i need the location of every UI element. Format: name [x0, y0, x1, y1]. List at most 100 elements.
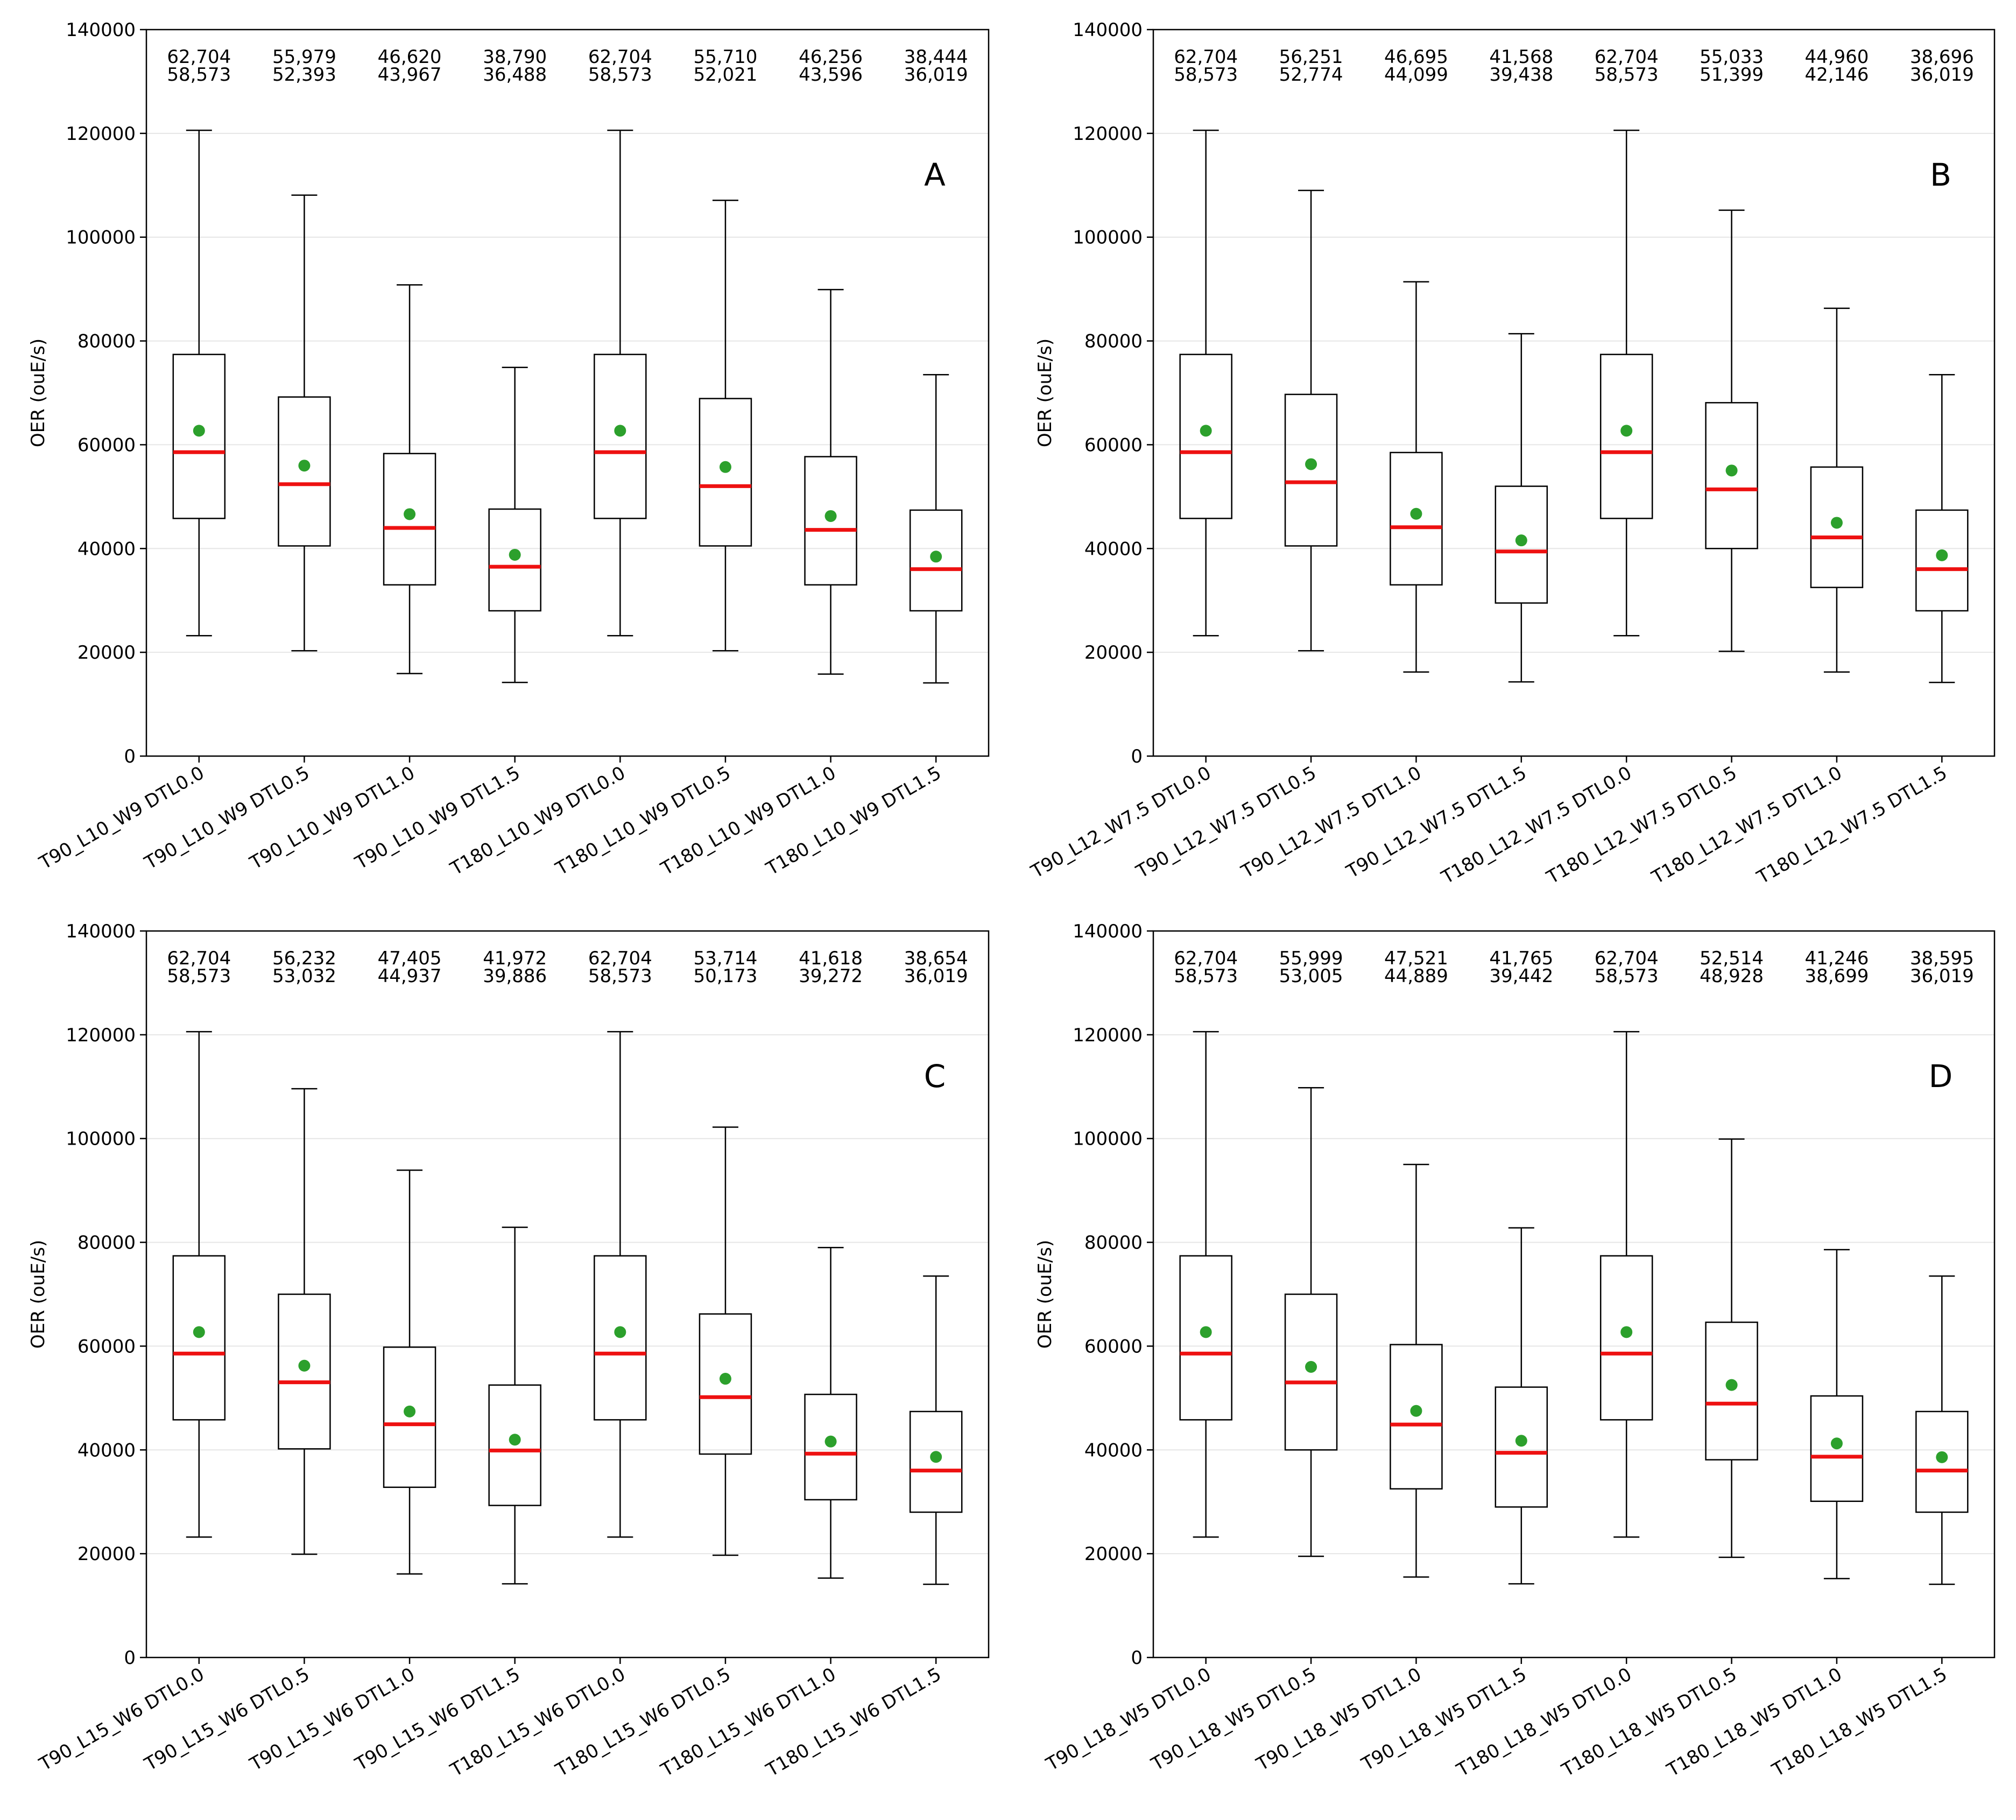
median-value-label: 39,438 — [1489, 64, 1553, 86]
box-iqr — [1915, 1410, 1969, 1513]
mean-value-label: 38,790 — [483, 46, 547, 68]
median-value-label: 36,019 — [904, 64, 968, 86]
y-tick-label: 80000 — [1084, 1232, 1143, 1254]
median-value-label: 58,573 — [1174, 965, 1238, 987]
median-value-label: 51,399 — [1700, 64, 1764, 86]
mean-marker — [930, 551, 942, 563]
box-iqr — [1810, 1395, 1864, 1502]
y-tick-label: 0 — [1131, 1647, 1143, 1669]
mean-marker — [509, 548, 521, 561]
y-tick-label: 140000 — [66, 921, 136, 942]
box-iqr — [1810, 466, 1864, 588]
box-iqr — [699, 398, 752, 547]
mean-value-label: 55,999 — [1279, 948, 1343, 969]
mean-value-label: 62,704 — [588, 46, 652, 68]
mean-value-label: 41,972 — [483, 948, 547, 969]
y-tick-label: 120000 — [66, 1025, 136, 1046]
y-tick-label: 20000 — [1084, 1543, 1143, 1565]
y-tick-label: 60000 — [1084, 434, 1143, 456]
mean-marker — [1200, 1326, 1212, 1338]
median-value-label: 58,573 — [167, 64, 231, 86]
box-plot — [1179, 129, 1232, 637]
median-value-label: 50,173 — [693, 965, 757, 987]
median-value-label: 44,937 — [378, 965, 442, 987]
mean-value-label: 46,256 — [799, 46, 863, 68]
median-value-label: 43,596 — [799, 64, 863, 86]
mean-value-label: 53,714 — [693, 948, 757, 969]
box-plot — [172, 129, 226, 637]
mean-marker — [1830, 1437, 1843, 1450]
mean-marker — [1515, 534, 1527, 547]
mean-value-label: 44,960 — [1804, 46, 1869, 68]
mean-value-label: 55,033 — [1700, 46, 1764, 68]
median-value-label: 39,442 — [1489, 965, 1553, 987]
panel-label: D — [1929, 1058, 1953, 1095]
box-plot — [1179, 1031, 1232, 1538]
box-iqr — [1284, 393, 1338, 547]
mean-marker — [1620, 425, 1633, 437]
box-plot — [909, 1275, 963, 1585]
mean-marker — [193, 425, 205, 437]
box-plot — [1599, 1031, 1653, 1538]
mean-value-label: 56,232 — [272, 948, 336, 969]
box-plot — [278, 1088, 331, 1555]
y-axis-label: OER (ouE/s) — [27, 1240, 49, 1349]
box-plot — [594, 129, 647, 637]
y-tick-label: 100000 — [66, 227, 136, 249]
mean-marker — [298, 460, 311, 472]
mean-value-label: 38,654 — [904, 948, 968, 969]
median-value-label: 44,099 — [1384, 64, 1448, 86]
box-iqr — [1705, 402, 1758, 549]
median-value-label: 36,019 — [1910, 64, 1974, 86]
mean-marker — [1305, 1361, 1317, 1373]
mean-value-label: 62,704 — [1595, 948, 1659, 969]
mean-value-label: 55,979 — [272, 46, 336, 68]
y-tick-label: 0 — [1131, 746, 1143, 767]
mean-marker — [824, 1435, 837, 1448]
axes-frame — [1152, 930, 1996, 1659]
median-value-label: 36,019 — [1910, 965, 1974, 987]
median-value-label: 53,032 — [272, 965, 336, 987]
y-tick-label: 40000 — [1084, 1440, 1143, 1461]
median-value-label: 58,573 — [167, 965, 231, 987]
median-value-label: 58,573 — [588, 965, 652, 987]
box-iqr — [1390, 452, 1443, 586]
mean-marker — [404, 1405, 416, 1417]
box-plot — [1495, 333, 1548, 683]
y-tick-label: 80000 — [1084, 331, 1143, 352]
box-iqr — [1915, 509, 1969, 612]
box-iqr — [278, 1293, 331, 1450]
mean-value-label: 46,620 — [378, 46, 442, 68]
box-plot — [1284, 1087, 1338, 1557]
box-iqr — [278, 396, 331, 547]
y-tick-label: 100000 — [1073, 1128, 1143, 1150]
mean-marker — [298, 1359, 311, 1372]
y-tick-label: 100000 — [66, 1128, 136, 1150]
mean-marker — [1200, 425, 1212, 437]
y-tick-label: 40000 — [1084, 538, 1143, 560]
median-value-label: 42,146 — [1804, 64, 1869, 86]
mean-marker — [614, 425, 626, 437]
mean-value-label: 55,710 — [693, 46, 757, 68]
mean-marker — [824, 510, 837, 522]
box-plot — [699, 200, 752, 652]
mean-value-label: 41,618 — [799, 948, 863, 969]
box-iqr — [909, 509, 963, 612]
y-axis-label: OER (ouE/s) — [27, 338, 49, 447]
mean-value-label: 38,444 — [904, 46, 968, 68]
box-iqr — [383, 453, 436, 586]
box-plot — [699, 1126, 752, 1556]
y-tick-label: 0 — [124, 1647, 136, 1669]
y-tick-label: 100000 — [1073, 227, 1143, 249]
median-value-label: 58,573 — [1595, 965, 1659, 987]
box-iqr — [1284, 1293, 1338, 1451]
box-iqr — [488, 1384, 541, 1506]
y-tick-label: 20000 — [1084, 642, 1143, 664]
mean-value-label: 47,405 — [378, 948, 442, 969]
mean-value-label: 62,704 — [1174, 948, 1238, 969]
box-plot — [488, 366, 541, 683]
y-tick-label: 80000 — [77, 331, 136, 352]
box-plot — [1284, 189, 1338, 652]
mean-marker — [193, 1326, 205, 1338]
